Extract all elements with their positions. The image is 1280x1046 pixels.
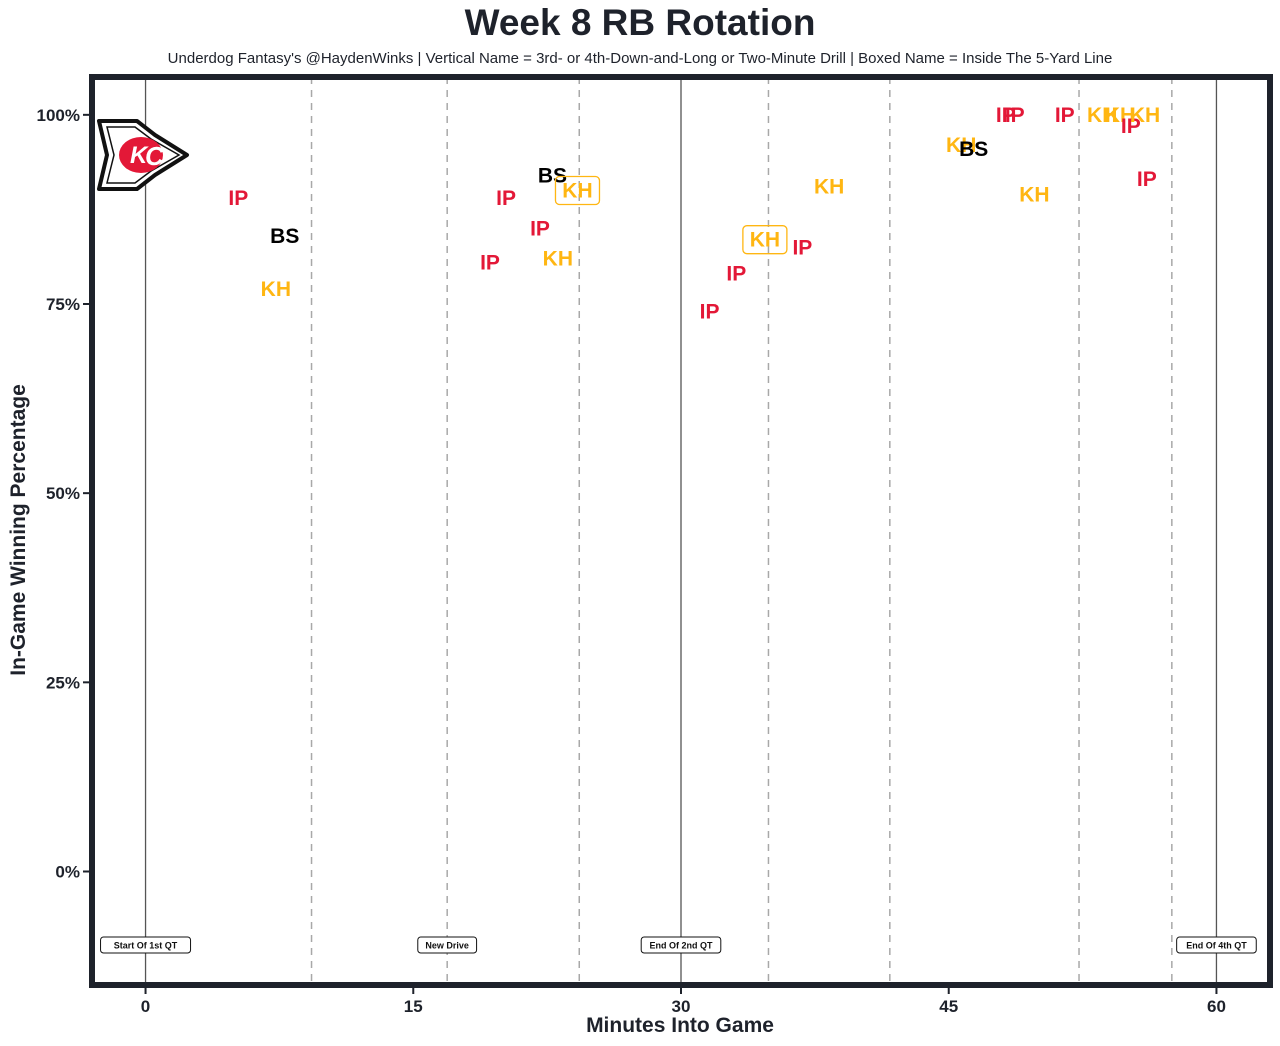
player-point-label: IP [1005,104,1025,127]
event-marker-box [640,936,722,954]
player-point-label: KH [750,229,780,252]
player-point-label: KH [1087,104,1117,127]
player-point-label: KH [261,278,291,301]
x-tick-label: 15 [404,997,423,1016]
player-point-label: IP [996,104,1016,127]
player-point-label: BS [270,225,299,248]
y-tick-label: 0% [55,863,80,882]
event-marker-box [1176,936,1257,954]
event-marker-label: End Of 2nd QT [650,941,713,951]
player-point-label: IP [1055,104,1075,127]
y-tick-label: 100% [37,106,80,125]
player-point-label: IP [1121,115,1141,138]
vertical-lines [144,77,1218,985]
chart-subtitle: Underdog Fantasy's @HaydenWinks | Vertic… [167,50,1113,67]
x-tick-label: 60 [1207,997,1226,1016]
player-point-label: KH [946,134,976,157]
player-point-label: IP [228,187,248,210]
x-tick-label: 30 [672,997,691,1016]
player-point-label: IP [530,217,550,240]
chart-title: Week 8 RB Rotation [464,2,816,43]
plot-frame [89,74,1273,988]
player-point-label: KH [562,180,592,203]
player-point-label: KH [1130,104,1160,127]
player-point-label: IP [1137,168,1157,191]
svg-text:K: K [130,142,149,169]
event-marker-box [417,936,478,954]
player-point-label: KH [1019,183,1049,206]
y-tick-label: 25% [46,673,80,692]
y-tick-label: 50% [46,484,80,503]
player-point-label: KH [1105,104,1135,127]
svg-text:C: C [145,141,165,171]
player-point-label: IP [480,251,500,274]
player-point-label: KH [814,176,844,199]
player-point-label: IP [726,263,746,286]
x-axis-label: Minutes Into Game [586,1014,774,1037]
y-axis-ticks: 0% 25% 50% 75% 100% [37,106,89,882]
event-marker-box [100,936,192,954]
y-tick-label: 75% [46,295,80,314]
player-point-label: IP [496,187,516,210]
event-marker-label: Start Of 1st QT [114,941,178,951]
event-marker-label: New Drive [425,941,469,951]
player-point-label: BS [959,138,988,161]
player-point-label: IP [700,301,720,324]
goal-line-box [742,225,788,255]
x-tick-label: 45 [939,997,958,1016]
player-point-label: BS [538,164,567,187]
player-point-label: IP [792,236,812,259]
goal-line-box [554,175,601,206]
chiefs-logo-icon: K C [97,119,189,191]
y-axis-label: In-Game Winning Percentage [7,384,30,676]
player-point-label: KH [543,248,573,271]
event-marker-label: End Of 4th QT [1186,941,1247,951]
event-markers: Start Of 1st QT New Drive End Of 2nd QT End… [100,936,1257,954]
x-axis-ticks: 0 15 30 45 60 [141,988,1226,1016]
x-tick-label: 0 [141,997,150,1016]
